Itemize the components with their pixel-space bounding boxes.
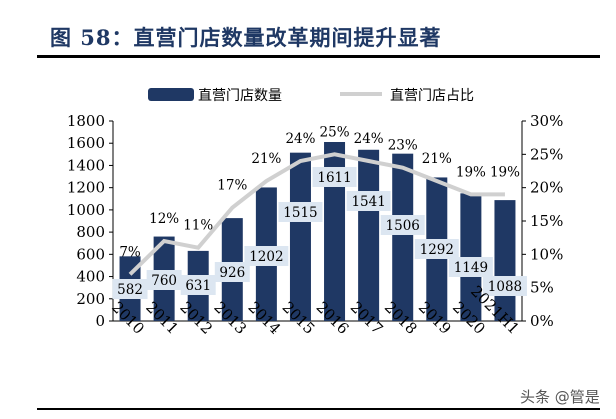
bar-label-box	[482, 276, 527, 296]
bar-value-label: 1506	[386, 218, 420, 234]
title-divider	[37, 55, 600, 58]
bar-value-label: 582	[117, 282, 143, 298]
left-tick-label: 0	[95, 312, 105, 330]
bar-value-label: 1202	[249, 249, 283, 265]
bar-label-box	[312, 167, 357, 187]
bar-label-box	[180, 275, 216, 295]
chart-title: 图 58：直营门店数量改革期间提升显著	[50, 25, 442, 50]
right-tick-label: 5%	[530, 279, 554, 297]
bar-value-label: 1292	[420, 242, 454, 258]
share-value-label: 19%	[456, 164, 486, 180]
share-value-label: 25%	[320, 124, 350, 140]
share-value-label: 17%	[217, 178, 247, 194]
left-tick-label: 800	[76, 223, 105, 241]
share-value-label: 21%	[422, 151, 452, 167]
share-line	[128, 152, 505, 276]
bar-label-box	[244, 246, 289, 266]
x-tick-label: 2018	[381, 298, 421, 338]
bar-label-box	[278, 202, 323, 222]
bar-label-box	[146, 270, 182, 290]
legend-line-label: 直营门店占比	[390, 87, 474, 104]
x-tick-label: 2010	[108, 298, 148, 338]
legend-bar-swatch	[148, 88, 194, 101]
left-tick-label: 600	[76, 245, 105, 263]
right-tick-label: 0%	[530, 312, 554, 330]
bar-value-label: 926	[219, 265, 245, 281]
x-tick-label: 2016	[313, 298, 353, 338]
bar-value-label: 1541	[351, 194, 385, 210]
left-tick-label: 400	[76, 268, 105, 286]
bar-label-box	[414, 239, 459, 259]
bar-value-label: 1611	[317, 170, 351, 186]
share-value-label: 12%	[149, 211, 179, 227]
share-value-label: 24%	[354, 131, 384, 147]
left-tick-label: 1800	[67, 112, 105, 130]
x-tick-label: 2012	[176, 298, 216, 338]
right-tick-label: 15%	[530, 212, 563, 230]
right-tick-label: 25%	[530, 145, 563, 163]
bar-value-label: 760	[151, 273, 177, 289]
x-tick-label: 2017	[347, 298, 387, 338]
bar-2017	[358, 149, 380, 321]
bar-value-label: 1088	[488, 279, 522, 295]
bar-2015	[289, 152, 311, 321]
share-value-label: 7%	[119, 244, 141, 260]
legend-bar-label: 直营门店数量	[198, 87, 282, 104]
share-value-label: 24%	[285, 131, 315, 147]
left-tick-label: 1600	[67, 134, 105, 152]
bar-value-label: 631	[185, 278, 211, 294]
share-value-label: 23%	[388, 138, 418, 154]
x-tick-label: 2015	[279, 298, 319, 338]
left-tick-label: 200	[76, 290, 105, 308]
x-tick-label: 2013	[210, 298, 250, 338]
bottom-divider	[37, 408, 600, 410]
share-value-label: 11%	[183, 218, 213, 234]
x-tick-label: 2019	[415, 298, 455, 338]
bar-label-box	[112, 279, 148, 299]
bar-2018	[392, 153, 414, 321]
left-tick-label: 1000	[67, 201, 105, 219]
bar-value-label: 1149	[454, 260, 488, 276]
right-tick-label: 30%	[530, 112, 563, 130]
bar-label-box	[346, 191, 391, 211]
x-tick-label: 2014	[245, 298, 285, 338]
bar-value-label: 1515	[283, 205, 317, 221]
left-tick-label: 1200	[67, 179, 105, 197]
share-value-label: 19%	[490, 164, 520, 180]
left-tick-label: 1400	[67, 156, 105, 174]
bar-label-box	[380, 215, 425, 235]
share-value-label: 21%	[251, 151, 281, 167]
bar-label-box	[448, 257, 493, 277]
watermark: 头条 @管是	[520, 388, 600, 406]
x-tick-label: 2011	[142, 298, 182, 338]
right-tick-label: 10%	[530, 245, 563, 263]
right-tick-label: 20%	[530, 179, 563, 197]
bar-label-box	[214, 262, 250, 282]
